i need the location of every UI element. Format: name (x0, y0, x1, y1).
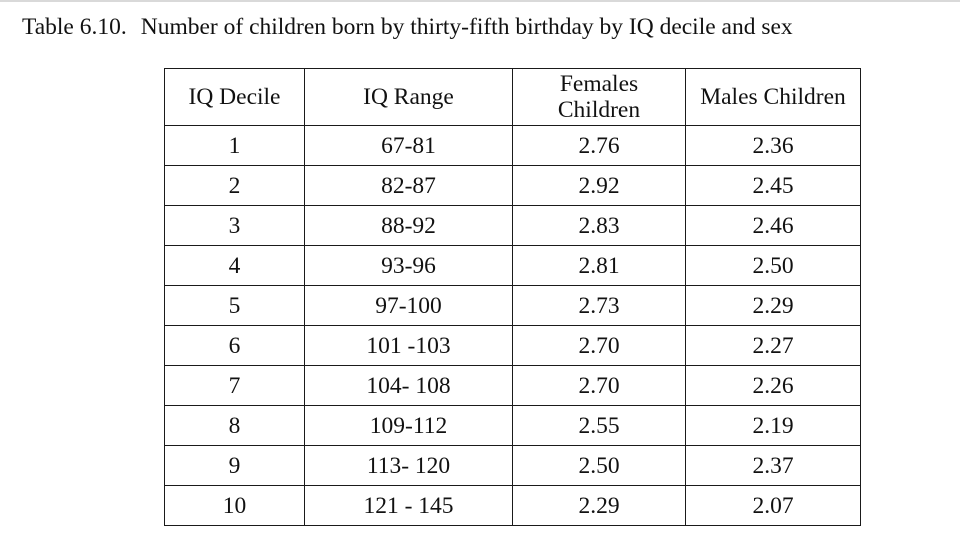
cell-decile: 4 (164, 245, 305, 286)
cell-males: 2.27 (685, 325, 861, 366)
cell-decile: 5 (164, 285, 305, 326)
cell-range: 93-96 (304, 245, 513, 286)
cell-males: 2.45 (685, 165, 861, 206)
table-row: 1 67-81 2.76 2.36 (164, 125, 861, 166)
cell-range: 97-100 (304, 285, 513, 326)
cell-decile: 7 (164, 365, 305, 406)
cell-females: 2.29 (512, 485, 686, 526)
cell-females: 2.76 (512, 125, 686, 166)
cell-range: 88-92 (304, 205, 513, 246)
cell-decile: 6 (164, 325, 305, 366)
cell-range: 121 - 145 (304, 485, 513, 526)
cell-females: 2.50 (512, 445, 686, 486)
page-top-border (0, 0, 960, 2)
cell-males: 2.46 (685, 205, 861, 246)
cell-decile: 9 (164, 445, 305, 486)
cell-males: 2.36 (685, 125, 861, 166)
cell-males: 2.37 (685, 445, 861, 486)
cell-range: 82-87 (304, 165, 513, 206)
cell-females: 2.55 (512, 405, 686, 446)
cell-range: 67-81 (304, 125, 513, 166)
cell-females: 2.83 (512, 205, 686, 246)
children-by-iq-table: IQ Decile IQ Range Females Children Male… (164, 68, 861, 526)
table-row: 5 97-100 2.73 2.29 (164, 285, 861, 326)
table-row: 7 104- 108 2.70 2.26 (164, 365, 861, 406)
header-females-line1: Females (559, 71, 639, 97)
cell-females: 2.92 (512, 165, 686, 206)
cell-decile: 2 (164, 165, 305, 206)
cell-females: 2.81 (512, 245, 686, 286)
table-row: 2 82-87 2.92 2.45 (164, 165, 861, 206)
table-caption: Table 6.10. Number of children born by th… (22, 12, 793, 42)
table-number: Table 6.10. (22, 14, 127, 40)
header-females-children: Females Children (512, 68, 686, 126)
cell-decile: 10 (164, 485, 305, 526)
table-row: 10 121 - 145 2.29 2.07 (164, 485, 861, 526)
header-iq-decile: IQ Decile (164, 68, 305, 126)
cell-females: 2.70 (512, 365, 686, 406)
table-title: Number of children born by thirty-fifth … (140, 14, 793, 40)
cell-males: 2.29 (685, 285, 861, 326)
table-row: 9 113- 120 2.50 2.37 (164, 445, 861, 486)
table-row: 3 88-92 2.83 2.46 (164, 205, 861, 246)
header-row: IQ Decile IQ Range Females Children Male… (164, 68, 861, 126)
header-females-line2: Children (557, 97, 641, 123)
header-males-children: Males Children (685, 68, 861, 126)
cell-females: 2.70 (512, 325, 686, 366)
cell-males: 2.50 (685, 245, 861, 286)
cell-range: 101 -103 (304, 325, 513, 366)
cell-decile: 8 (164, 405, 305, 446)
table-row: 6 101 -103 2.70 2.27 (164, 325, 861, 366)
table-row: 4 93-96 2.81 2.50 (164, 245, 861, 286)
cell-range: 109-112 (304, 405, 513, 446)
cell-females: 2.73 (512, 285, 686, 326)
table-row: 8 109-112 2.55 2.19 (164, 405, 861, 446)
cell-males: 2.26 (685, 365, 861, 406)
cell-males: 2.07 (685, 485, 861, 526)
table-body: 1 67-81 2.76 2.36 2 82-87 2.92 2.45 3 88… (164, 125, 861, 526)
cell-decile: 1 (164, 125, 305, 166)
cell-males: 2.19 (685, 405, 861, 446)
cell-range: 104- 108 (304, 365, 513, 406)
cell-range: 113- 120 (304, 445, 513, 486)
header-iq-range: IQ Range (304, 68, 513, 126)
cell-decile: 3 (164, 205, 305, 246)
